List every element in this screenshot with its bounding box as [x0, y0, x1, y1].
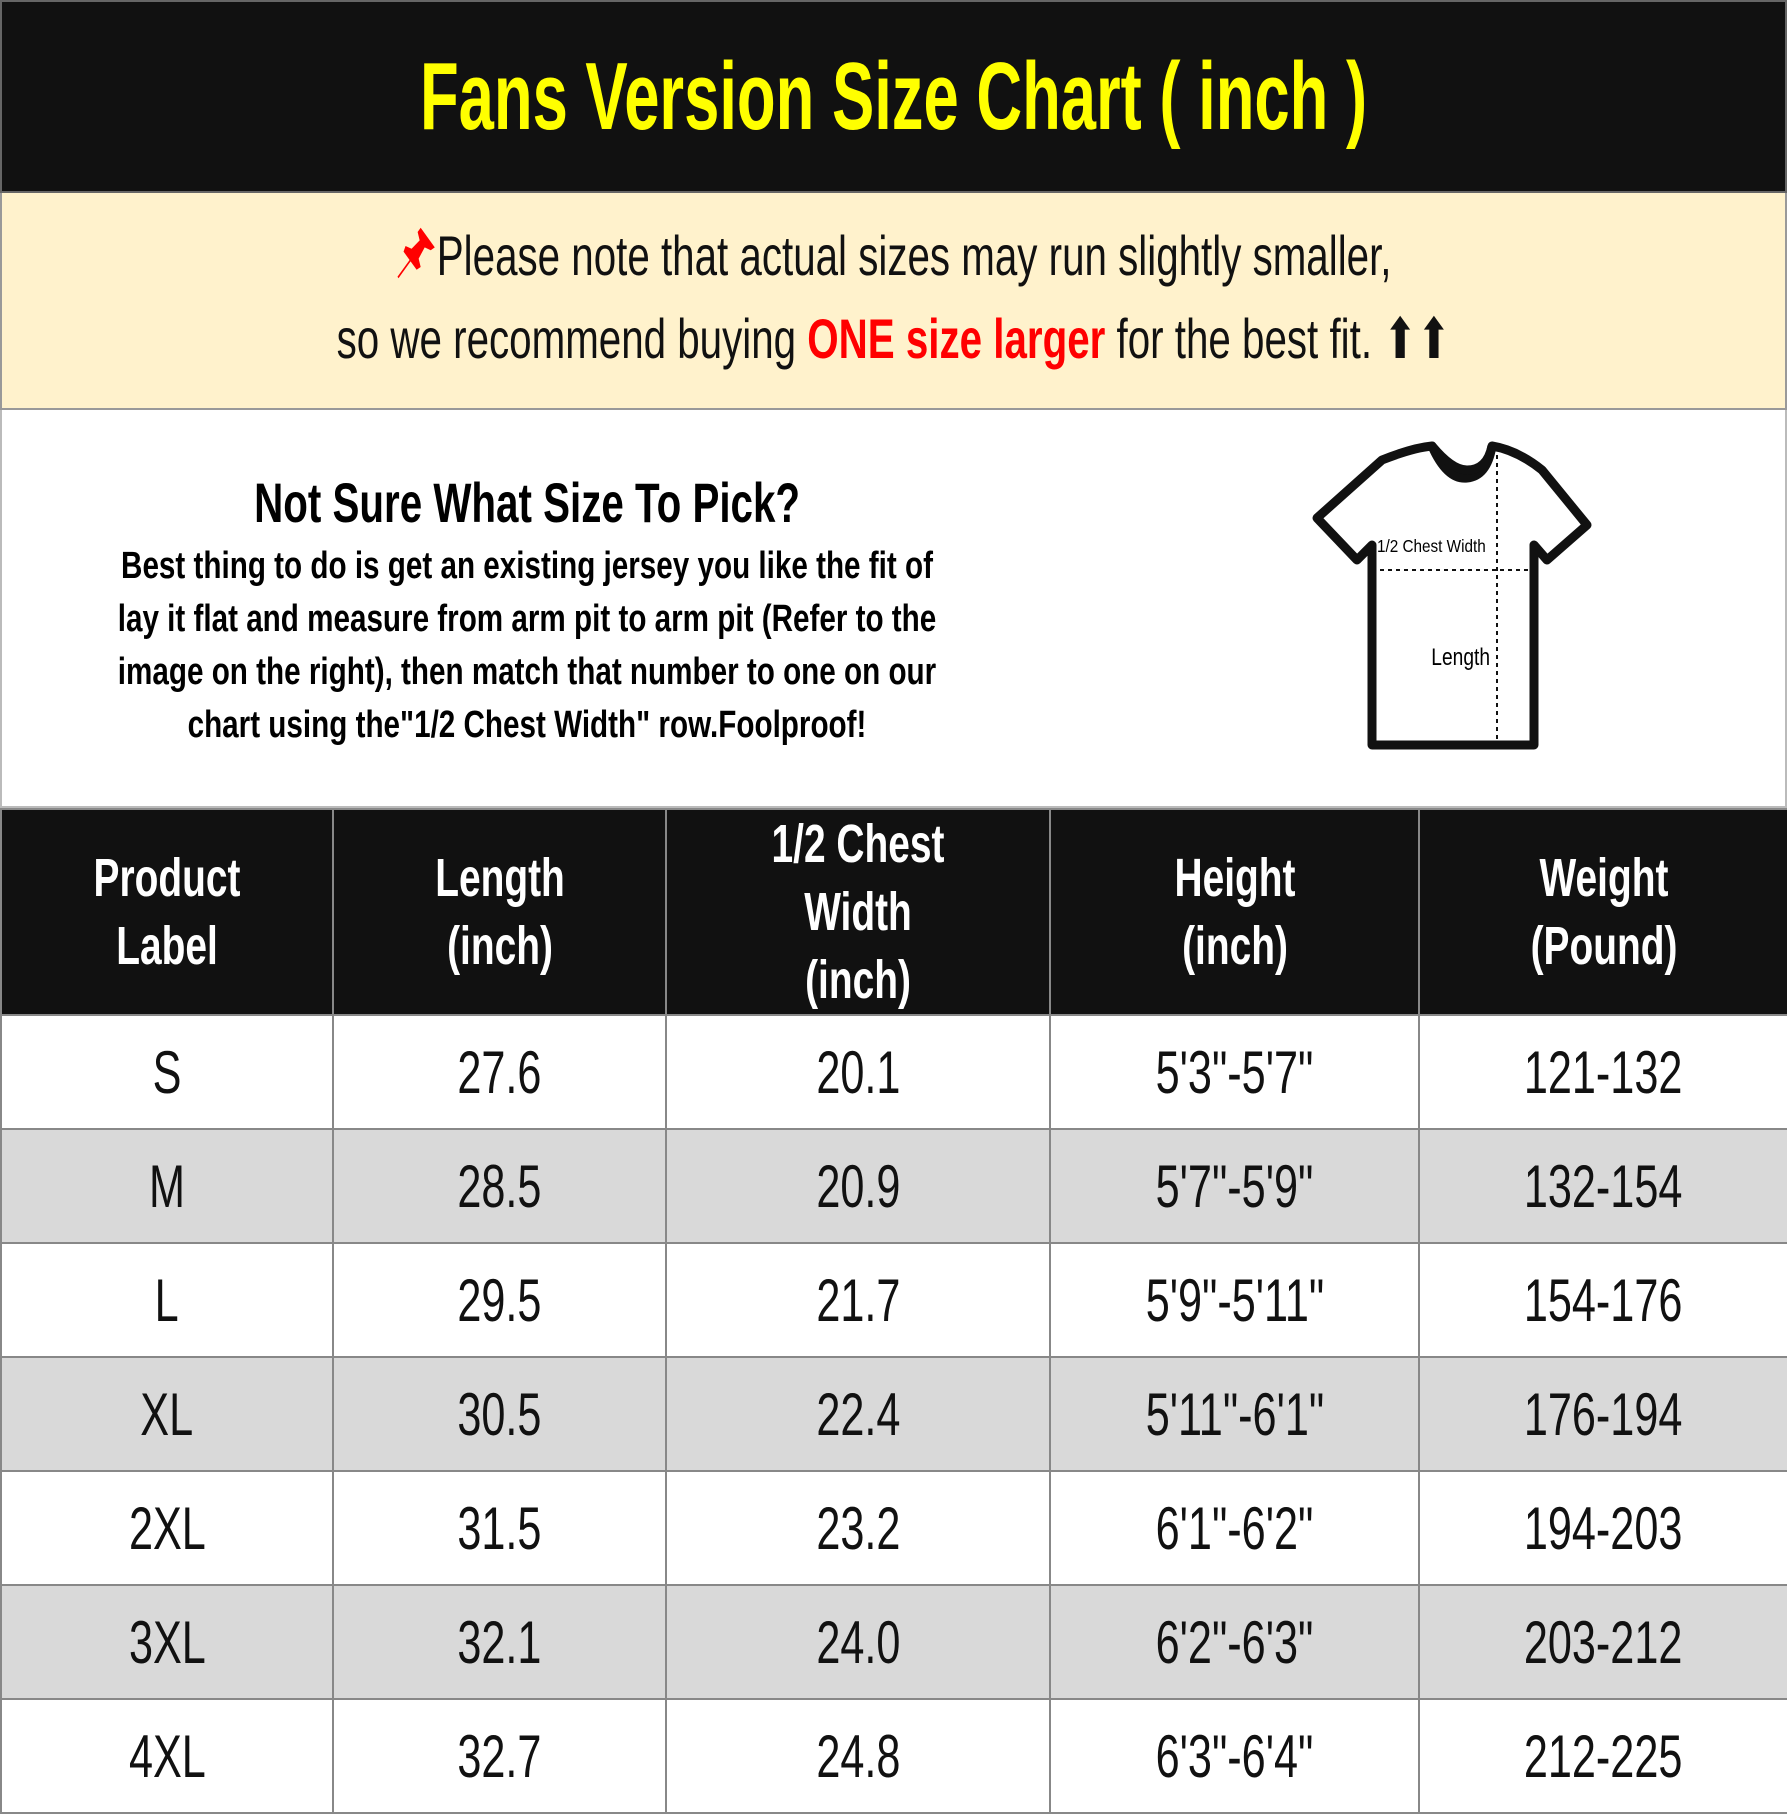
table-cell: 5'9"-5'11" [1049, 1242, 1420, 1358]
size-table: Product Label Length (inch) 1/2 Chest Widt… [0, 808, 1787, 1814]
table-cell: 21.7 [665, 1242, 1051, 1358]
header-length: Length (inch) [332, 808, 667, 1016]
table-row: 2XL 31.5 23.2 6'1"-6'2" 194-203 [0, 1470, 1787, 1586]
table-cell: XL [0, 1356, 334, 1472]
table-cell: 27.6 [332, 1014, 667, 1130]
chest-width-label: 1/2 Chest Width [1377, 536, 1486, 556]
table-cell: 154-176 [1418, 1242, 1787, 1358]
table-cell: 30.5 [332, 1356, 667, 1472]
help-body: Best thing to do is get an existing jers… [117, 545, 937, 746]
header-product-label: Product Label [0, 808, 334, 1016]
table-cell: 32.7 [332, 1698, 667, 1814]
table-cell: 20.9 [665, 1128, 1051, 1244]
table-cell: L [0, 1242, 334, 1358]
table-cell: 194-203 [1418, 1470, 1787, 1586]
table-cell: 5'7"-5'9" [1049, 1128, 1420, 1244]
table-cell: 2XL [0, 1470, 334, 1586]
notice-line-2-pre: so we recommend buying [336, 307, 808, 370]
table-cell: 203-212 [1418, 1584, 1787, 1700]
table-row: S 27.6 20.1 5'3"-5'7" 121-132 [0, 1014, 1787, 1130]
table-cell: 20.1 [665, 1014, 1051, 1130]
table-cell: 29.5 [332, 1242, 667, 1358]
table-cell: S [0, 1014, 334, 1130]
table-row: XL 30.5 22.4 5'11"-6'1" 176-194 [0, 1356, 1787, 1472]
table-cell: 32.1 [332, 1584, 667, 1700]
pushpin-icon [396, 227, 435, 279]
table-cell: 5'3"-5'7" [1049, 1014, 1420, 1130]
table-cell: M [0, 1128, 334, 1244]
table-cell: 6'2"-6'3" [1049, 1584, 1420, 1700]
page-title: Fans Version Size Chart ( inch ) [419, 42, 1368, 150]
header-chest-width: 1/2 Chest Width (inch) [665, 808, 1051, 1016]
table-cell: 4XL [0, 1698, 334, 1814]
table-cell: 24.8 [665, 1698, 1051, 1814]
table-cell: 132-154 [1418, 1128, 1787, 1244]
title-banner: Fans Version Size Chart ( inch ) [0, 0, 1787, 193]
table-cell: 121-132 [1418, 1014, 1787, 1130]
notice-banner: Please note that actual sizes may run sl… [0, 193, 1787, 410]
table-cell: 22.4 [665, 1356, 1051, 1472]
table-cell: 23.2 [665, 1470, 1051, 1586]
table-cell: 24.0 [665, 1584, 1051, 1700]
notice-highlight: ONE size larger [807, 307, 1106, 370]
table-cell: 5'11"-6'1" [1049, 1356, 1420, 1472]
table-cell: 6'3"-6'4" [1049, 1698, 1420, 1814]
table-cell: 176-194 [1418, 1356, 1787, 1472]
table-row: M 28.5 20.9 5'7"-5'9" 132-154 [0, 1128, 1787, 1244]
table-cell: 31.5 [332, 1470, 667, 1586]
table-row: L 29.5 21.7 5'9"-5'11" 154-176 [0, 1242, 1787, 1358]
notice-line-1: Please note that actual sizes may run sl… [436, 224, 1391, 287]
table-row: 4XL 32.7 24.8 6'3"-6'4" 212-225 [0, 1698, 1787, 1814]
table-cell: 3XL [0, 1584, 334, 1700]
tshirt-diagram: 1/2 Chest Width Length [1312, 441, 1592, 750]
notice-line-2-post: for the best fit. ⬆⬆ [1105, 307, 1451, 370]
table-row: 3XL 32.1 24.0 6'2"-6'3" 203-212 [0, 1584, 1787, 1700]
table-cell: 212-225 [1418, 1698, 1787, 1814]
header-weight: Weight (Pound) [1418, 808, 1787, 1016]
table-cell: 28.5 [332, 1128, 667, 1244]
table-cell: 6'1"-6'2" [1049, 1470, 1420, 1586]
header-height: Height (inch) [1049, 808, 1420, 1016]
help-heading: Not Sure What Size To Pick? [254, 471, 800, 534]
length-label: Length [1431, 643, 1490, 671]
size-help-section: Not Sure What Size To Pick? Best thing t… [0, 410, 1787, 808]
